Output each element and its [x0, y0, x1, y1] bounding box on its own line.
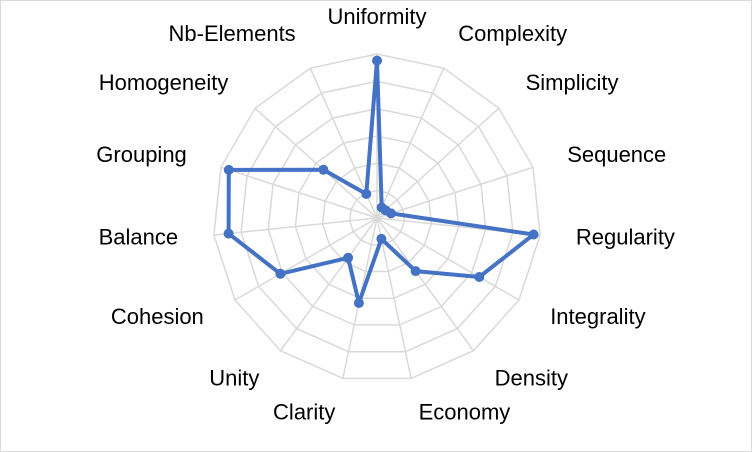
- grid-ring: [349, 189, 405, 246]
- category-label-integrality: Integrality: [550, 304, 645, 329]
- grid-ring: [240, 80, 514, 353]
- grid-spoke: [254, 107, 378, 219]
- category-label-balance: Balance: [99, 225, 179, 250]
- data-point-sequence: [386, 208, 396, 219]
- grid-spoke: [376, 166, 534, 219]
- grid-ring: [267, 107, 487, 326]
- data-point-balance: [223, 228, 234, 239]
- grid-spoke: [376, 217, 412, 379]
- grid-ring: [294, 135, 460, 299]
- data-point-nb-elements: [361, 189, 372, 199]
- grid-spoke: [220, 166, 378, 219]
- grid-spoke: [376, 217, 520, 301]
- category-label-density: Density: [495, 366, 568, 391]
- data-point-grouping: [223, 164, 234, 175]
- grid-spoke: [213, 217, 378, 236]
- category-label-sequence: Sequence: [567, 142, 666, 167]
- grid-spoke: [376, 217, 475, 352]
- grid-spoke: [376, 107, 500, 219]
- category-label-complexity: Complexity: [458, 21, 567, 46]
- category-label-grouping: Grouping: [96, 142, 187, 167]
- category-label-clarity: Clarity: [273, 399, 335, 424]
- category-labels: Uniformity Complexity Simplicity Sequence Re…: [96, 4, 675, 425]
- data-point-unity: [343, 252, 354, 263]
- category-label-nb-elements: Nb-Elements: [169, 21, 296, 46]
- category-label-unity: Unity: [209, 366, 259, 391]
- grid-spoke: [376, 67, 445, 219]
- data-point-density: [410, 266, 421, 277]
- radar-grid: [213, 53, 541, 380]
- data-point-homogeneity: [318, 164, 329, 175]
- category-label-uniformity: Uniformity: [327, 4, 426, 29]
- category-label-cohesion: Cohesion: [111, 304, 204, 329]
- category-label-regularity: Regularity: [576, 225, 675, 250]
- data-point-cohesion: [275, 268, 286, 279]
- category-label-homogeneity: Homogeneity: [99, 70, 229, 95]
- data-point-uniformity: [372, 55, 382, 66]
- data-point-economy: [376, 233, 387, 244]
- series-layer: [223, 55, 539, 308]
- grid-ring: [321, 162, 433, 273]
- data-point-regularity: [528, 229, 539, 240]
- grid-spoke: [279, 217, 378, 352]
- category-label-economy: Economy: [419, 399, 511, 424]
- data-point-clarity: [353, 298, 364, 308]
- category-label-simplicity: Simplicity: [526, 70, 619, 95]
- data-point-integrality: [474, 272, 485, 282]
- grid-ring: [213, 53, 541, 380]
- grid-spoke: [234, 217, 378, 301]
